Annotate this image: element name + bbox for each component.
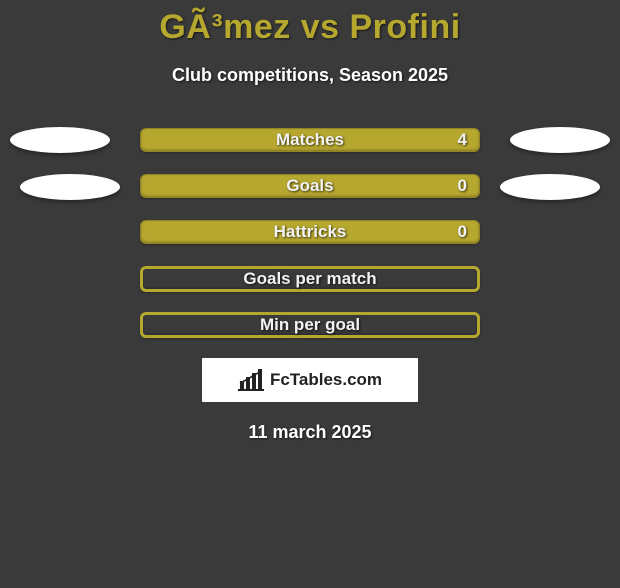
stat-label: Matches xyxy=(276,130,344,150)
comparison-subtitle: Club competitions, Season 2025 xyxy=(0,65,620,86)
comparison-title: GÃ³mez vs Profini xyxy=(0,8,620,47)
right-value-ellipse xyxy=(510,127,610,153)
stat-label: Goals xyxy=(286,176,333,196)
stat-value: 0 xyxy=(458,176,467,196)
row-goals: Goals 0 xyxy=(0,174,620,198)
snapshot-date: 11 march 2025 xyxy=(0,422,620,443)
row-goals-per-match: Goals per match xyxy=(0,266,620,290)
stat-label: Min per goal xyxy=(260,315,360,335)
source-logo: FcTables.com xyxy=(202,358,418,402)
stat-bar: Hattricks 0 xyxy=(140,220,480,244)
logo-text: FcTables.com xyxy=(270,370,382,390)
stat-label: Hattricks xyxy=(274,222,347,242)
left-value-ellipse xyxy=(20,174,120,200)
left-value-ellipse xyxy=(10,127,110,153)
stat-label: Goals per match xyxy=(243,269,376,289)
stat-value: 4 xyxy=(458,130,467,150)
stat-bar: Matches 4 xyxy=(140,128,480,152)
right-value-ellipse xyxy=(500,174,600,200)
bar-chart-icon xyxy=(238,369,264,391)
row-min-per-goal: Min per goal xyxy=(0,312,620,336)
row-hattricks: Hattricks 0 xyxy=(0,220,620,244)
stat-rows: Matches 4 Goals 0 Hattricks 0 Goals per … xyxy=(0,128,620,336)
stat-bar: Goals per match xyxy=(140,266,480,292)
stat-bar: Min per goal xyxy=(140,312,480,338)
row-matches: Matches 4 xyxy=(0,128,620,152)
stat-bar: Goals 0 xyxy=(140,174,480,198)
stat-value: 0 xyxy=(458,222,467,242)
